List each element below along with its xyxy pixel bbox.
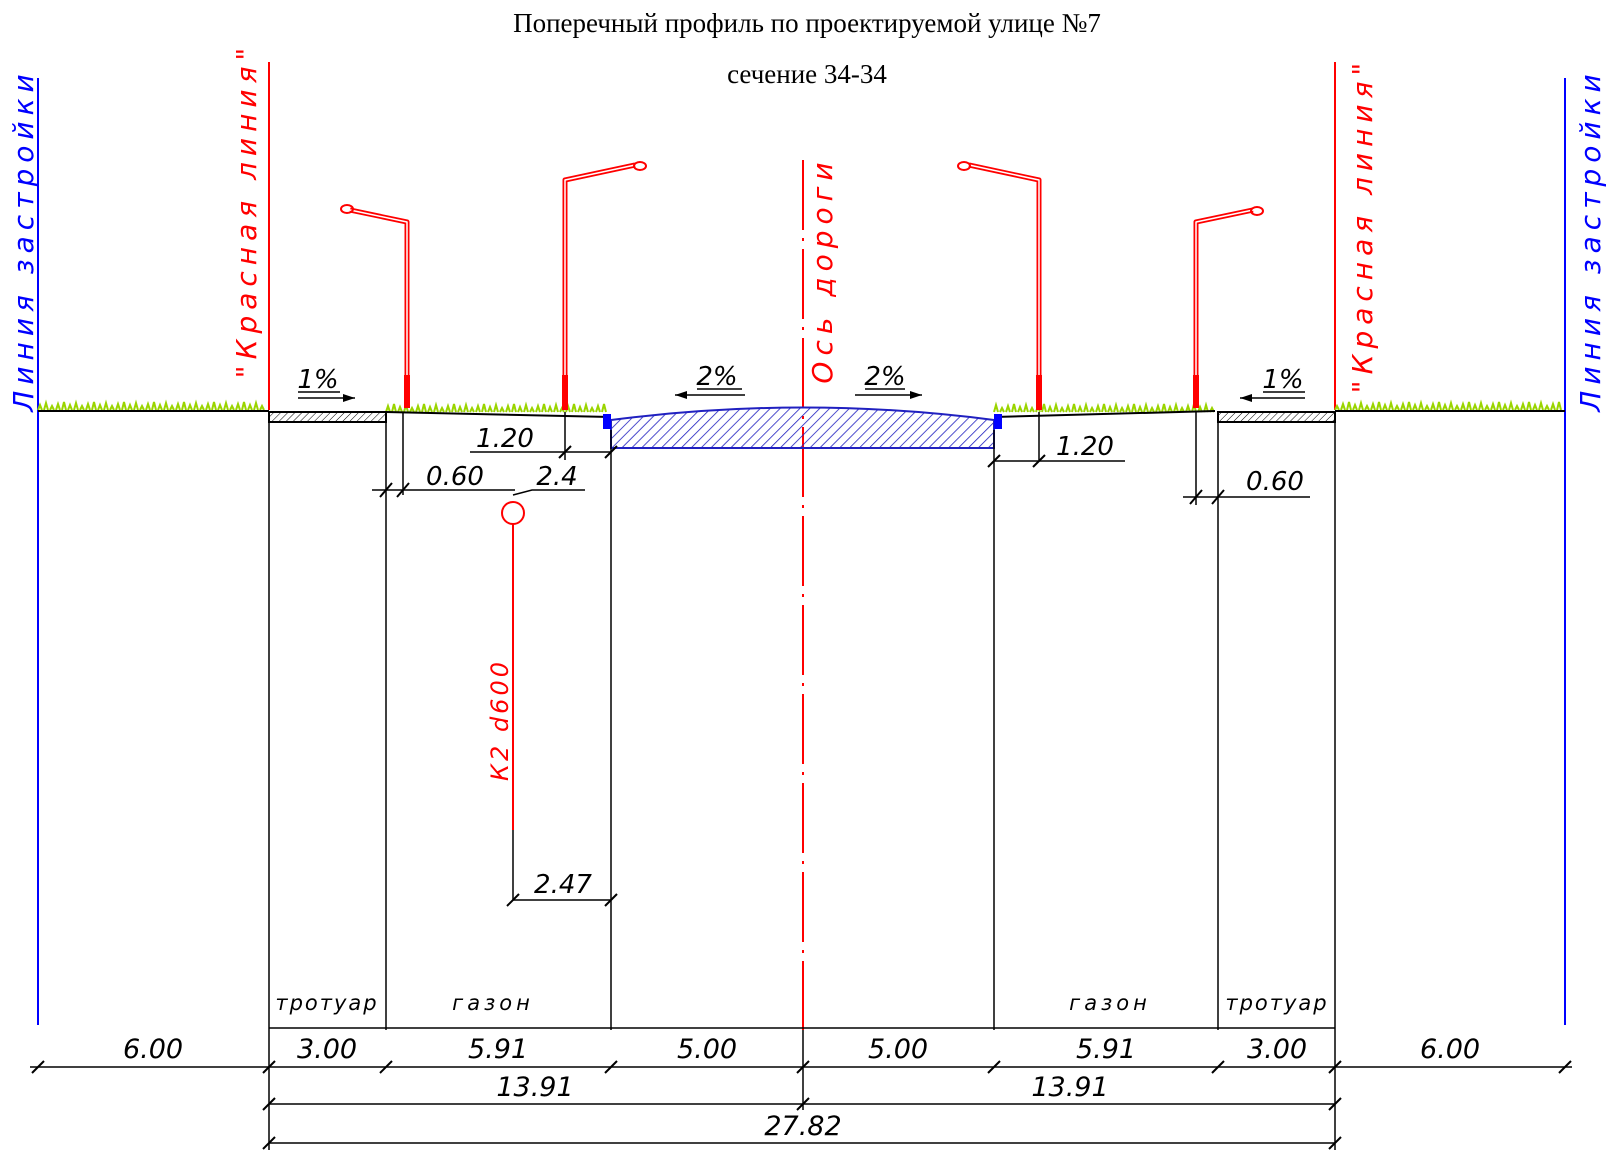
- dim-half-right: 13.91: [1031, 1072, 1108, 1103]
- title-line-2: сечение 34-34: [727, 59, 887, 89]
- dim-lawn-right: 5.91: [1076, 1034, 1136, 1065]
- zone-labels: тротуар газон газон тротуар: [275, 991, 1328, 1015]
- svg-text:1.20: 1.20: [1056, 432, 1114, 462]
- slope-road-left: 2%: [675, 362, 745, 399]
- road-axis-label: Ось дороги: [806, 156, 839, 383]
- svg-text:0.60: 0.60: [1246, 467, 1304, 497]
- lamp-post-2: [562, 161, 647, 410]
- lamp-post-4: [1193, 206, 1264, 408]
- svg-text:0.60: 0.60: [426, 462, 484, 492]
- dim-building-left: 6.00: [123, 1034, 183, 1065]
- dim-half-left: 13.91: [496, 1072, 573, 1103]
- zone-label-sidewalk-right: тротуар: [1225, 991, 1328, 1015]
- sidewalk-right: [1217, 411, 1336, 423]
- roadway-pavement: [610, 406, 995, 449]
- zone-label-lawn-left: газон: [452, 991, 534, 1015]
- dim-row-3: 27.82: [262, 1111, 1342, 1150]
- svg-text:1%: 1%: [297, 365, 338, 395]
- curb-left: [603, 414, 611, 429]
- dim-curb-offset-left: 0.60: [372, 462, 515, 498]
- svg-text:2.47: 2.47: [534, 870, 592, 900]
- dim-pipe-distance: 2.47: [506, 830, 618, 907]
- ground-lawn-right: [993, 410, 1216, 418]
- grass-strips: [37, 399, 1562, 413]
- dim-row-1: 6.00 3.00 5.91 5.00 5.00 5.91 3.00 6.00: [30, 1034, 1572, 1074]
- curb-right: [994, 414, 1002, 429]
- dim-row-2: 13.91 13.91: [262, 1072, 1342, 1111]
- zone-label-lawn-right: газон: [1069, 991, 1151, 1015]
- svg-text:2.4: 2.4: [536, 462, 577, 492]
- svg-text:2%: 2%: [696, 362, 737, 392]
- dim-sidewalk-right: 3.00: [1247, 1034, 1307, 1065]
- svg-text:1%: 1%: [1262, 365, 1303, 395]
- dim-sidewalk-left: 3.00: [297, 1034, 357, 1065]
- dim-lamp-offset-left: 1.20: [470, 424, 618, 459]
- pipe-label: К2 d600: [486, 659, 514, 781]
- sidewalk-left: [268, 411, 387, 423]
- red-line-left-label: "Красная линия": [230, 42, 263, 379]
- dim-building-right: 6.00: [1420, 1034, 1480, 1065]
- slope-sidewalk-right: 1%: [1240, 365, 1305, 402]
- dim-curb-offset-right: 0.60: [1183, 467, 1310, 505]
- dim-pipe-offset: 2.4: [512, 462, 585, 496]
- building-line-left-label: Линия застройки: [7, 68, 40, 412]
- svg-text:2%: 2%: [864, 362, 905, 392]
- storm-sewer-pipe: К2 d600: [486, 501, 525, 830]
- dim-road-right: 5.00: [868, 1034, 928, 1065]
- grass-tufts: [993, 401, 1215, 413]
- slope-sidewalk-left: 1%: [297, 365, 355, 402]
- grass-tufts: [37, 399, 265, 411]
- dim-lawn-left: 5.91: [468, 1034, 528, 1065]
- zone-label-sidewalk-left: тротуар: [275, 991, 378, 1015]
- extension-lines: [268, 412, 1336, 1150]
- lamp-post-3: [957, 161, 1042, 410]
- title-line-1: Поперечный профиль по проектируемой улиц…: [513, 8, 1101, 38]
- dim-total-width: 27.82: [764, 1111, 841, 1142]
- ground-lawn-left: [385, 411, 612, 418]
- grass-tufts: [1334, 399, 1562, 411]
- dim-lamp-offset-right: 1.20: [987, 432, 1125, 468]
- svg-text:1.20: 1.20: [476, 424, 534, 454]
- lamp-post-1: [340, 204, 410, 408]
- grass-tufts: [385, 401, 607, 413]
- slope-road-right: 2%: [855, 362, 922, 399]
- dim-road-left: 5.00: [677, 1034, 737, 1065]
- building-line-right-label: Линия застройки: [1574, 68, 1607, 412]
- red-line-right-label: "Красная линия": [1346, 57, 1379, 394]
